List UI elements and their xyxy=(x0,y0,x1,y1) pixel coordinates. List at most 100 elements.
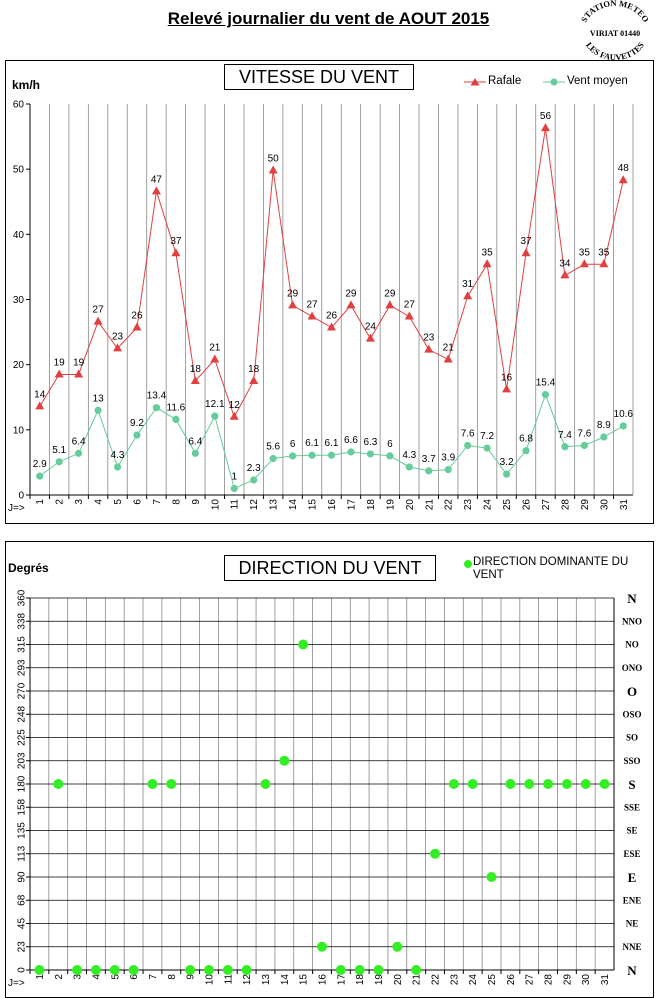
vent-moyen-point xyxy=(250,476,258,484)
rafale-point xyxy=(249,375,259,384)
speed-x-tick-label: 21 xyxy=(424,499,435,511)
rafale-data-label: 23 xyxy=(423,333,435,344)
rafale-data-label: 56 xyxy=(540,111,552,122)
vent-moyen-point xyxy=(113,463,122,471)
rafale-point xyxy=(210,354,220,363)
speed-x-tick-label: 11 xyxy=(230,499,241,510)
direction-x-tick-label: 15 xyxy=(299,974,310,986)
direction-x-tick-label: 19 xyxy=(374,974,385,986)
speed-x-tick-label: 27 xyxy=(541,499,552,511)
vent-moyen-point xyxy=(600,433,608,441)
rafale-data-label: 21 xyxy=(443,342,455,353)
direction-y-tick-label: 90 xyxy=(17,871,28,883)
rafale-point xyxy=(443,354,453,363)
rafale-data-label: 31 xyxy=(462,279,474,290)
rafale-data-label: 18 xyxy=(248,364,260,375)
speed-x-tick-label: 22 xyxy=(444,499,455,511)
speed-chart-title: VITESSE DU VENT xyxy=(224,64,414,90)
direction-x-tick-label: 9 xyxy=(186,974,197,980)
direction-cardinal-label: ESE xyxy=(623,849,640,859)
vent-moyen-point xyxy=(405,463,413,471)
direction-point xyxy=(222,965,233,975)
speed-x-tick-label: 29 xyxy=(580,499,591,511)
station-stamp: STATION METEO VIRIAT 01440 LES FAUVETTES xyxy=(579,0,651,62)
speed-y-tick-label: 50 xyxy=(13,165,25,176)
speed-x-tick-label: 28 xyxy=(560,499,571,511)
vent-moyen-point xyxy=(230,484,238,493)
legend-direction-label: DIRECTION DOMINANTE DU VENT xyxy=(473,556,629,581)
speed-x-tick-label: 1 xyxy=(35,499,46,505)
speed-y-tick-label: 20 xyxy=(13,360,25,371)
direction-point xyxy=(430,848,441,859)
vent-moyen-point xyxy=(541,391,550,399)
legend-vent-moyen-label: Vent moyen xyxy=(567,75,628,87)
rafale-data-label: 37 xyxy=(170,236,182,247)
direction-point xyxy=(298,639,309,650)
vent-moyen-point xyxy=(561,443,569,451)
direction-x-tick-label: 29 xyxy=(562,974,573,986)
svg-text:STATION METEO: STATION METEO xyxy=(579,0,651,24)
speed-x-tick-label: 9 xyxy=(191,499,202,505)
vent-moyen-data-label: 6.4 xyxy=(72,436,86,447)
vent-moyen-data-label: 5.1 xyxy=(52,445,66,456)
direction-y-tick-label: 158 xyxy=(17,798,28,815)
direction-x-tick-label: 18 xyxy=(355,974,366,986)
rafale-point xyxy=(307,311,317,320)
speed-axis-unit: km/h xyxy=(12,78,41,92)
direction-x-tick-label: 28 xyxy=(544,974,555,986)
vent-moyen-data-label: 7.4 xyxy=(558,430,572,441)
rafale-data-label: 16 xyxy=(501,372,513,383)
rafale-point xyxy=(93,316,103,325)
direction-point xyxy=(505,779,516,789)
direction-x-tick-label: 11 xyxy=(223,974,234,985)
rafale-data-label: 35 xyxy=(579,247,591,258)
vent-moyen-point xyxy=(483,444,491,452)
vent-moyen-point xyxy=(522,447,530,455)
direction-point xyxy=(486,872,497,882)
direction-x-tick-label: 17 xyxy=(336,974,347,986)
rafale-point xyxy=(190,375,200,384)
direction-cardinal-label: NE xyxy=(626,919,639,929)
rafale-point xyxy=(171,248,181,257)
rafale-data-label: 29 xyxy=(287,288,299,299)
direction-y-tick-label: 180 xyxy=(17,775,28,792)
vent-moyen-point xyxy=(191,449,199,457)
speed-x-tick-label: 15 xyxy=(308,499,319,511)
vent-moyen-data-label: 7.6 xyxy=(577,428,591,439)
direction-x-tick-label: 5 xyxy=(110,974,121,980)
rafale-data-label: 19 xyxy=(73,357,85,368)
direction-point xyxy=(128,965,139,975)
direction-point xyxy=(34,965,45,975)
direction-point xyxy=(373,965,384,975)
rafale-data-label: 47 xyxy=(151,174,163,185)
direction-cardinal-label: SSO xyxy=(623,756,640,766)
speed-x-tick-label: 10 xyxy=(210,499,221,511)
direction-chart-title: DIRECTION DU VENT xyxy=(224,555,436,581)
rafale-point xyxy=(521,248,531,257)
rafale-data-label: 50 xyxy=(268,153,280,164)
vent-moyen-point xyxy=(619,422,627,430)
direction-point xyxy=(317,941,327,952)
direction-x-tick-label: 1 xyxy=(35,974,46,980)
direction-y-tick-label: 293 xyxy=(17,659,28,676)
rafale-data-label: 35 xyxy=(598,247,610,258)
vent-moyen-data-label: 6.4 xyxy=(188,436,202,447)
vent-moyen-data-label: 7.2 xyxy=(480,431,494,442)
vent-moyen-point xyxy=(502,470,511,478)
vent-moyen-point xyxy=(327,451,336,459)
direction-point xyxy=(203,965,214,975)
vent-moyen-point xyxy=(580,441,588,450)
rafale-point xyxy=(151,186,161,195)
direction-x-tick-label: 23 xyxy=(449,974,460,986)
rafale-data-label: 26 xyxy=(326,311,338,322)
direction-x-tick-label: 26 xyxy=(506,974,517,986)
speed-x-tick-label: 25 xyxy=(502,499,513,511)
vent-moyen-point xyxy=(211,412,219,420)
direction-y-tick-label: 248 xyxy=(17,705,28,722)
direction-x-tick-label: 25 xyxy=(487,974,498,986)
legend-rafale-label: Rafale xyxy=(488,75,522,87)
speed-x-tick-label: 7 xyxy=(152,499,163,505)
rafale-point xyxy=(365,333,375,342)
